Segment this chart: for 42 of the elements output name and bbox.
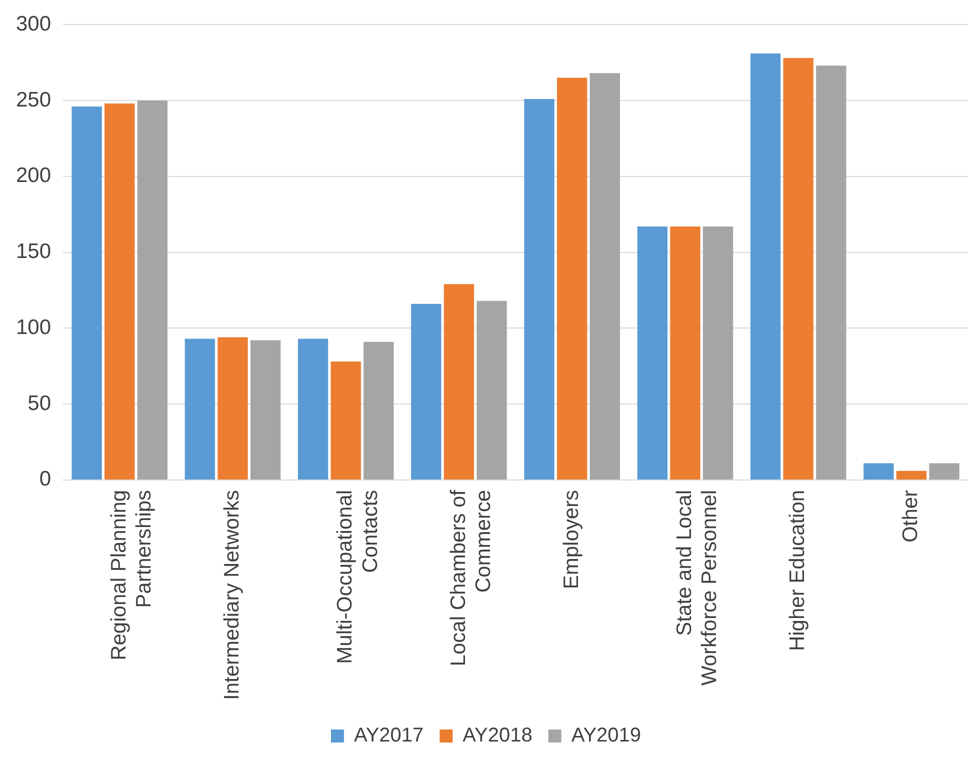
y-tick-label: 50 [28,392,52,415]
x-tick-label: Employers [560,490,583,590]
x-tick-label: Local Chambers of Commerce [446,490,495,666]
bar [816,66,846,480]
bar [137,100,168,480]
bar [864,463,894,480]
bar [72,106,102,480]
x-tick-label: Other [899,490,922,542]
legend-label: AY2018 [462,724,532,747]
bar [556,78,588,480]
bar [444,284,474,480]
bar [411,304,442,480]
x-tick-label: State and Local Workforce Personnel [672,490,722,686]
x-tick-label: Regional Planning Partnerships [107,490,156,660]
bar [476,300,507,480]
bar [929,463,960,480]
bar [330,362,361,480]
y-tick-label: 250 [16,88,52,112]
legend-label: AY2019 [571,724,642,747]
bar [250,340,281,480]
bar [783,58,814,480]
bar [524,98,554,480]
bar [104,104,135,480]
y-tick-label: 150 [16,240,52,264]
bar [184,338,216,480]
bar [670,226,700,480]
bar [364,342,394,480]
y-tick-label: 0 [39,468,52,491]
bar [750,53,781,480]
bar [637,226,668,480]
x-tick-label: Intermediary Networks [220,490,244,700]
x-tick-label: Higher Education [786,490,810,652]
x-tick-label: Multi-Occupational Contacts [334,490,382,664]
bar [702,226,734,480]
y-tick-label: 100 [16,316,52,339]
y-tick-label: 300 [16,12,52,36]
bar [298,338,328,480]
bar [896,470,927,480]
bar [218,337,248,480]
y-tick-label: 200 [16,164,52,188]
legend-label: AY2017 [354,724,424,747]
bar [590,73,620,480]
